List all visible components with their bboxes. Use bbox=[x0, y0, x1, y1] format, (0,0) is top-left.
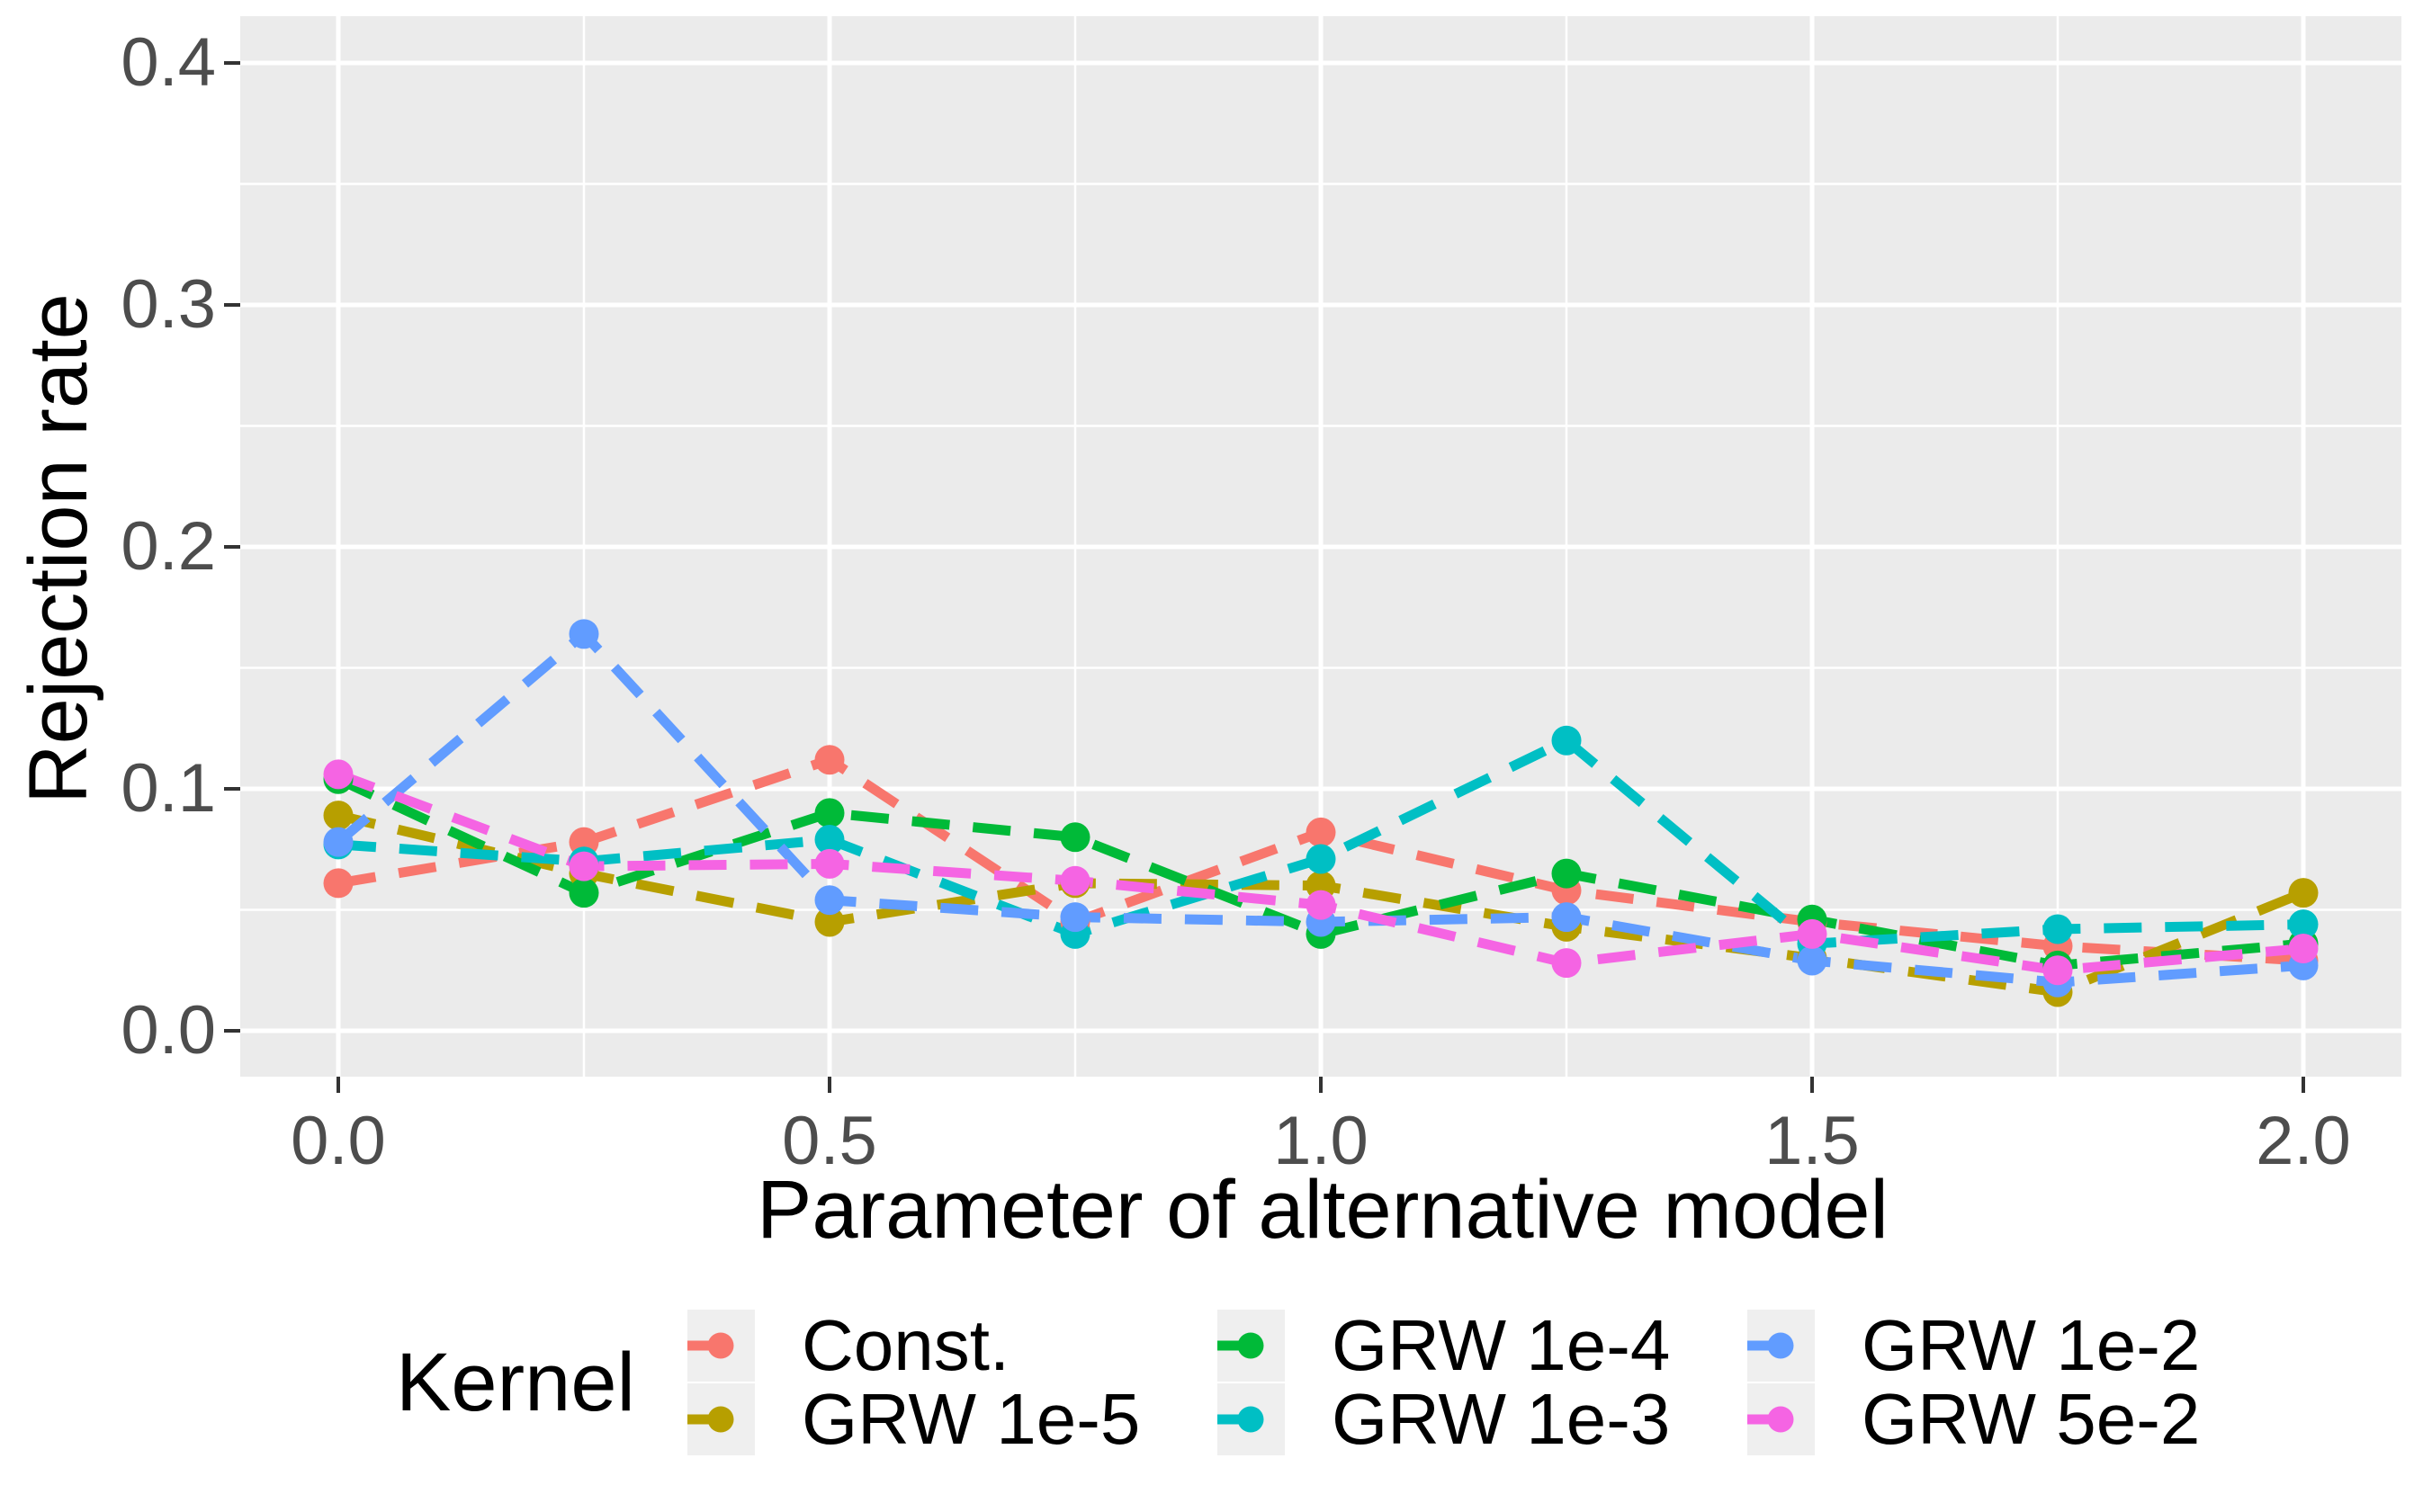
legend-column: Const. GRW 1e-5 bbox=[687, 1305, 1180, 1459]
data-point-Const. bbox=[1306, 817, 1336, 847]
legend-key-icon bbox=[1216, 1383, 1285, 1455]
legend-entry: GRW 1e-4 bbox=[1216, 1305, 1710, 1385]
data-point-GRW-1e-2 bbox=[1551, 902, 1582, 933]
x-axis-title: Parameter of alternative model bbox=[757, 1164, 1889, 1256]
data-point-GRW-5e-2 bbox=[323, 759, 354, 790]
legend-label: GRW 1e-2 bbox=[1861, 1305, 2201, 1385]
data-point-GRW-1e-4 bbox=[814, 798, 845, 828]
data-point-GRW-5e-2 bbox=[1060, 865, 1090, 896]
data-point-GRW-1e-3 bbox=[814, 824, 845, 854]
x-tick-label: 2.0 bbox=[2256, 1103, 2351, 1179]
legend-entry: Const. bbox=[687, 1305, 1180, 1385]
y-tick-label: 0.1 bbox=[121, 750, 216, 827]
data-point-GRW-1e-4 bbox=[1551, 858, 1582, 889]
data-point-GRW-5e-2 bbox=[814, 848, 845, 879]
data-point-GRW-1e-2 bbox=[1797, 945, 1827, 976]
legend-key-icon bbox=[687, 1310, 755, 1382]
data-point-GRW-1e-5 bbox=[2288, 878, 2319, 908]
y-tick-label: 0.2 bbox=[121, 508, 216, 585]
data-point-GRW-1e-3 bbox=[2042, 914, 2073, 944]
x-tick-label: 0.5 bbox=[782, 1103, 877, 1179]
legend-key-icon bbox=[1746, 1383, 1815, 1455]
y-tick-label: 0.3 bbox=[121, 266, 216, 343]
legend-label: Const. bbox=[801, 1305, 1010, 1385]
y-tick-label: 0.4 bbox=[121, 24, 216, 101]
data-point-GRW-1e-2 bbox=[323, 827, 354, 857]
x-tick-label: 0.0 bbox=[291, 1103, 386, 1179]
data-point-Const. bbox=[323, 868, 354, 899]
legend-label: GRW 1e-5 bbox=[801, 1379, 1141, 1459]
data-point-GRW-1e-4 bbox=[1060, 822, 1090, 853]
y-tick-label: 0.0 bbox=[121, 992, 216, 1069]
data-point-GRW-1e-3 bbox=[1306, 844, 1336, 874]
legend-title: Kernel bbox=[396, 1336, 635, 1428]
y-axis-title: Rejection rate bbox=[13, 293, 104, 804]
data-point-GRW-1e-3 bbox=[1551, 725, 1582, 756]
data-point-GRW-1e-4 bbox=[569, 878, 599, 908]
data-point-GRW-1e-2 bbox=[1060, 902, 1090, 933]
legend-key-icon bbox=[687, 1383, 755, 1455]
data-point-GRW-1e-5 bbox=[814, 907, 845, 937]
legend-entry: GRW 1e-5 bbox=[687, 1379, 1180, 1459]
data-point-GRW-5e-2 bbox=[1551, 948, 1582, 979]
data-point-Const. bbox=[814, 745, 845, 775]
legend-entry: GRW 5e-2 bbox=[1746, 1379, 2239, 1459]
legend: Kernel Const. GRW 1e-5 GRW 1e-4 GRW 1e-3 GRW… bbox=[396, 1305, 2277, 1459]
legend-entry: GRW 1e-2 bbox=[1746, 1305, 2239, 1385]
legend-label: GRW 1e-4 bbox=[1331, 1305, 1671, 1385]
legend-entry: GRW 1e-3 bbox=[1216, 1379, 1710, 1459]
legend-key-icon bbox=[1746, 1310, 1815, 1382]
data-point-GRW-5e-2 bbox=[2042, 955, 2073, 986]
data-point-GRW-5e-2 bbox=[2288, 934, 2319, 964]
data-point-GRW-5e-2 bbox=[569, 851, 599, 881]
legend-column: GRW 1e-2 GRW 5e-2 bbox=[1746, 1305, 2239, 1459]
data-point-GRW-1e-2 bbox=[569, 619, 599, 649]
data-point-GRW-5e-2 bbox=[1306, 890, 1336, 920]
legend-label: GRW 5e-2 bbox=[1861, 1379, 2201, 1459]
legend-column: GRW 1e-4 GRW 1e-3 bbox=[1216, 1305, 1710, 1459]
data-point-GRW-1e-2 bbox=[814, 885, 845, 916]
data-point-GRW-5e-2 bbox=[1797, 918, 1827, 949]
x-tick-label: 1.5 bbox=[1764, 1103, 1860, 1179]
legend-label: GRW 1e-3 bbox=[1331, 1379, 1671, 1459]
legend-key-icon bbox=[1216, 1310, 1285, 1382]
x-tick-label: 1.0 bbox=[1273, 1103, 1369, 1179]
legend-entries: Const. GRW 1e-5 GRW 1e-4 GRW 1e-3 GRW 1e-2 GR… bbox=[687, 1305, 2277, 1459]
data-point-GRW-1e-5 bbox=[323, 801, 354, 831]
data-point-GRW-1e-3 bbox=[2288, 909, 2319, 940]
